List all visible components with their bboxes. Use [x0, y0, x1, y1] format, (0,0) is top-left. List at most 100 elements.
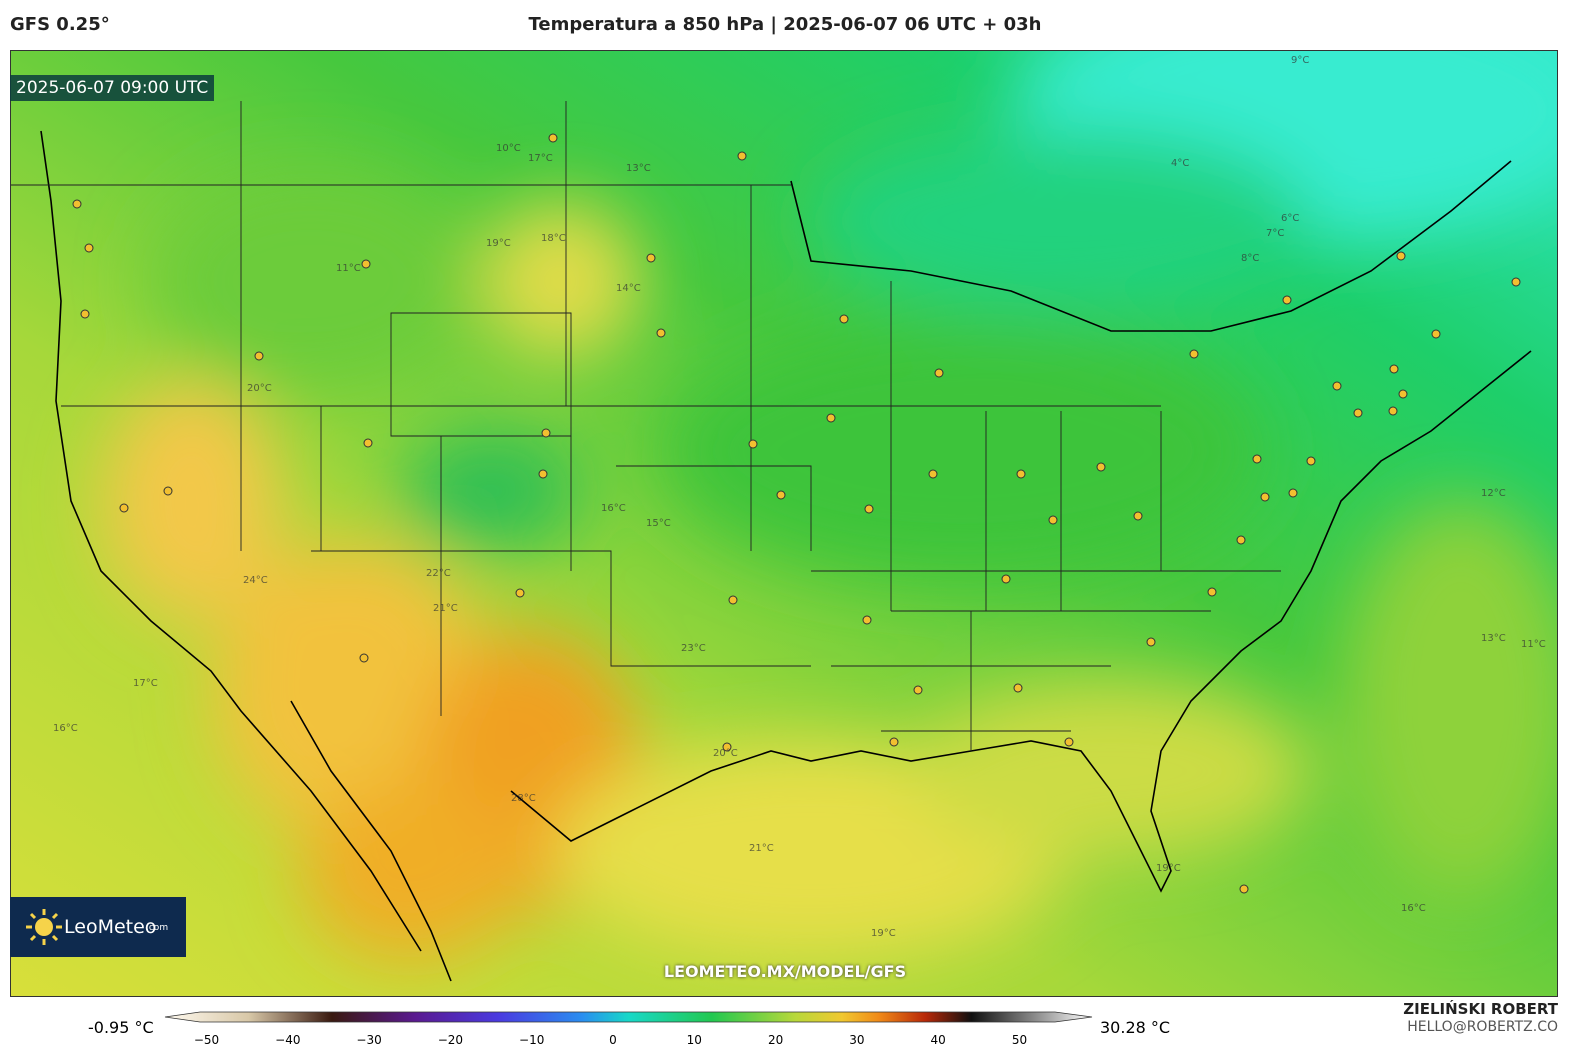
city-marker	[1096, 462, 1106, 472]
city-marker	[934, 368, 944, 378]
city-marker	[1396, 251, 1406, 261]
city-marker	[1048, 515, 1058, 525]
city-marker	[80, 309, 90, 319]
model-name: GFS 0.25°	[10, 14, 110, 35]
city-marker	[748, 439, 758, 449]
city-marker	[1398, 389, 1408, 399]
city-marker	[84, 243, 94, 253]
city-marker	[776, 490, 786, 500]
colorbar-max: 30.28 °C	[1100, 1018, 1171, 1037]
logo-sun	[26, 909, 62, 945]
contour-label: 11°C	[1521, 639, 1546, 650]
contour-label: 16°C	[1401, 903, 1426, 914]
contour-label: 23°C	[681, 643, 706, 654]
city-marker	[1001, 574, 1011, 584]
logo-text: LeoMeteo	[64, 916, 157, 938]
city-marker	[363, 438, 373, 448]
watermark: LEOMETEO.MX/MODEL/GFS	[663, 962, 907, 981]
city-marker	[1013, 683, 1023, 693]
colorbar-tick: 50	[1011, 1033, 1028, 1047]
city-marker	[1332, 381, 1342, 391]
colorbar-tick: 40	[930, 1033, 946, 1047]
city-marker	[1133, 511, 1143, 521]
contour-label: 6°C	[1281, 213, 1299, 224]
city-marker	[1146, 637, 1156, 647]
city-marker	[928, 469, 938, 479]
city-marker	[1260, 492, 1270, 502]
contour-label: 24°C	[243, 575, 268, 586]
map: 10°C 17°C 13°C 9°C 19°C 18°C 11°C 20°C 8°C 7°C 6°C…	[10, 50, 1558, 997]
colorbar-tick: −40	[275, 1033, 301, 1047]
contour-label: 9°C	[1291, 55, 1309, 66]
city-marker	[646, 253, 656, 263]
city-marker	[1388, 406, 1398, 416]
contour-label: 4°C	[1171, 158, 1189, 169]
contour-label: 10°C	[496, 143, 521, 154]
city-marker	[913, 685, 923, 695]
contour-label: 20°C	[247, 383, 272, 394]
colorbar-tick: 30	[849, 1033, 865, 1047]
city-marker	[722, 742, 732, 752]
city-marker	[1236, 535, 1246, 545]
city-marker	[889, 737, 899, 747]
author: ZIELIŃSKI ROBERT	[1403, 1000, 1558, 1018]
city-marker	[1189, 349, 1199, 359]
city-marker	[864, 504, 874, 514]
city-marker	[359, 653, 369, 663]
contour-label: 21°C	[433, 603, 458, 614]
logo-suffix: .com	[146, 923, 169, 933]
city-marker	[361, 259, 371, 269]
colorbar-tick: −30	[356, 1033, 382, 1047]
city-marker	[538, 469, 548, 479]
contour-label: 12°C	[1481, 488, 1506, 499]
city-marker	[254, 351, 264, 361]
city-marker	[541, 428, 551, 438]
city-marker	[1239, 884, 1249, 894]
city-marker	[1389, 364, 1399, 374]
contour-label: 22°C	[426, 568, 451, 579]
city-marker	[1431, 329, 1441, 339]
contour-label: 14°C	[616, 283, 641, 294]
city-marker	[1282, 295, 1292, 305]
city-marker	[1511, 277, 1521, 287]
city-marker	[548, 133, 558, 143]
contour-label: 7°C	[1266, 228, 1284, 239]
city-marker	[119, 503, 129, 513]
contour-label: 28°C	[511, 793, 536, 804]
city-marker	[163, 486, 173, 496]
contour-label: 17°C	[133, 678, 158, 689]
contour-label: 11°C	[336, 263, 361, 274]
city-marker	[656, 328, 666, 338]
contour-label: 16°C	[601, 503, 626, 514]
city-marker	[1306, 456, 1316, 466]
colorbar-tick: −10	[519, 1033, 545, 1047]
colorbar-tick: −20	[437, 1033, 464, 1047]
city-marker	[862, 615, 872, 625]
city-marker	[1207, 587, 1217, 597]
contour-label: 21°C	[749, 843, 774, 854]
city-marker	[1016, 469, 1026, 479]
city-marker	[1252, 454, 1262, 464]
contour-label: 19°C	[486, 238, 511, 249]
contour-label: 19°C	[871, 928, 896, 939]
city-marker	[1353, 408, 1363, 418]
email: HELLO@ROBERTZ.CO	[1407, 1019, 1558, 1035]
city-marker	[1288, 488, 1298, 498]
city-marker	[72, 199, 82, 209]
colorbar-tick: 0	[609, 1033, 617, 1047]
contour-label: 20°C	[713, 748, 738, 759]
colorbar-tick: −50	[193, 1033, 220, 1047]
colorbar	[164, 1011, 1093, 1023]
contour-label: 13°C	[626, 163, 651, 174]
contour-label: 15°C	[646, 518, 671, 529]
city-marker	[1064, 737, 1074, 747]
city-marker	[737, 151, 747, 161]
map-field: 10°C 17°C 13°C 9°C 19°C 18°C 11°C 20°C 8°C 7°C 6°C…	[11, 51, 1557, 996]
city-marker	[826, 413, 836, 423]
title: Temperatura a 850 hPa | 2025-06-07 06 UT…	[528, 14, 1042, 35]
logo: LeoMeteo .com	[10, 897, 186, 957]
colorbar-min: -0.95 °C	[88, 1018, 154, 1037]
city-marker	[515, 588, 525, 598]
contour-label: 16°C	[53, 723, 78, 734]
